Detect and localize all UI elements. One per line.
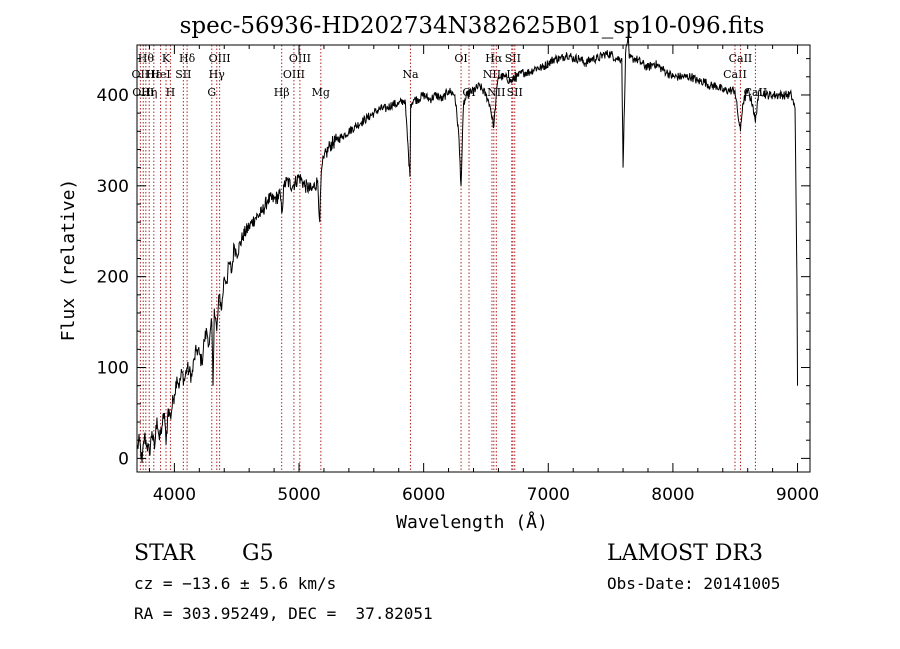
line-marker-label: Hη	[141, 86, 157, 99]
x-axis-label: Wavelength (Å)	[396, 511, 548, 533]
chart-title: spec-56936-HD202734N382625B01_sp10-096.f…	[180, 13, 765, 39]
y-tick-label: 200	[97, 268, 129, 288]
coordinates-text: RA = 303.95249, DEC = 37.82051	[134, 604, 433, 623]
spectral-subclass: G5	[242, 541, 274, 566]
line-marker-label: OIII	[209, 52, 231, 65]
x-tick-label: 5000	[277, 485, 320, 505]
line-marker-label: HeI	[150, 68, 170, 81]
line-marker-label: OI	[454, 52, 467, 65]
line-marker-label: Hε	[146, 68, 162, 81]
line-marker-label: Hβ	[274, 86, 290, 99]
x-tick-label: 9000	[776, 485, 819, 505]
line-marker-label: OIII	[132, 86, 154, 99]
y-axis-label: Flux (relative)	[58, 179, 79, 342]
x-tick-label: 8000	[651, 485, 694, 505]
line-marker-label: Hθ	[138, 52, 155, 65]
x-tick-label: 7000	[527, 485, 570, 505]
x-tick-label: 4000	[153, 485, 196, 505]
line-marker-label: SII	[175, 68, 191, 81]
x-tick-label: 6000	[402, 485, 445, 505]
line-marker-label: SII	[507, 86, 523, 99]
line-marker-label: G	[207, 86, 216, 99]
axis-ticks: 4000 5000 6000 7000 8000 9000 0 100 200 300 400	[97, 45, 819, 505]
line-marker-label: H	[166, 86, 176, 99]
line-marker-label: CaII	[729, 52, 753, 65]
survey-label: LAMOST DR3	[607, 541, 763, 566]
y-tick-label: 100	[97, 359, 129, 379]
y-tick-label: 400	[97, 86, 129, 106]
line-marker-label: OII	[132, 68, 150, 81]
y-tick-label: 0	[118, 449, 129, 469]
spectrum-line	[136, 35, 799, 463]
line-marker-label: SII	[505, 52, 521, 65]
line-marker-label: Hδ	[179, 52, 196, 65]
plot-frame	[136, 44, 811, 473]
redshift-text: cz = −13.6 ± 5.6 km/s	[134, 574, 336, 593]
y-tick-label: 300	[97, 177, 129, 197]
line-marker-label: Li	[506, 68, 517, 81]
line-marker-label: Mg	[312, 86, 330, 99]
line-marker-label: Hγ	[209, 68, 226, 81]
object-class: STAR	[134, 541, 196, 566]
line-marker-label: K	[162, 52, 171, 65]
line-marker-label: CaII	[723, 68, 747, 81]
line-marker-label: Na	[402, 68, 419, 81]
series-layer	[136, 35, 799, 463]
line-marker-label: Hα	[485, 52, 503, 65]
line-marker-label: OIII	[289, 52, 311, 65]
line-marker-label: OIII	[283, 68, 305, 81]
obs-date-text: Obs-Date: 20141005	[607, 574, 780, 593]
